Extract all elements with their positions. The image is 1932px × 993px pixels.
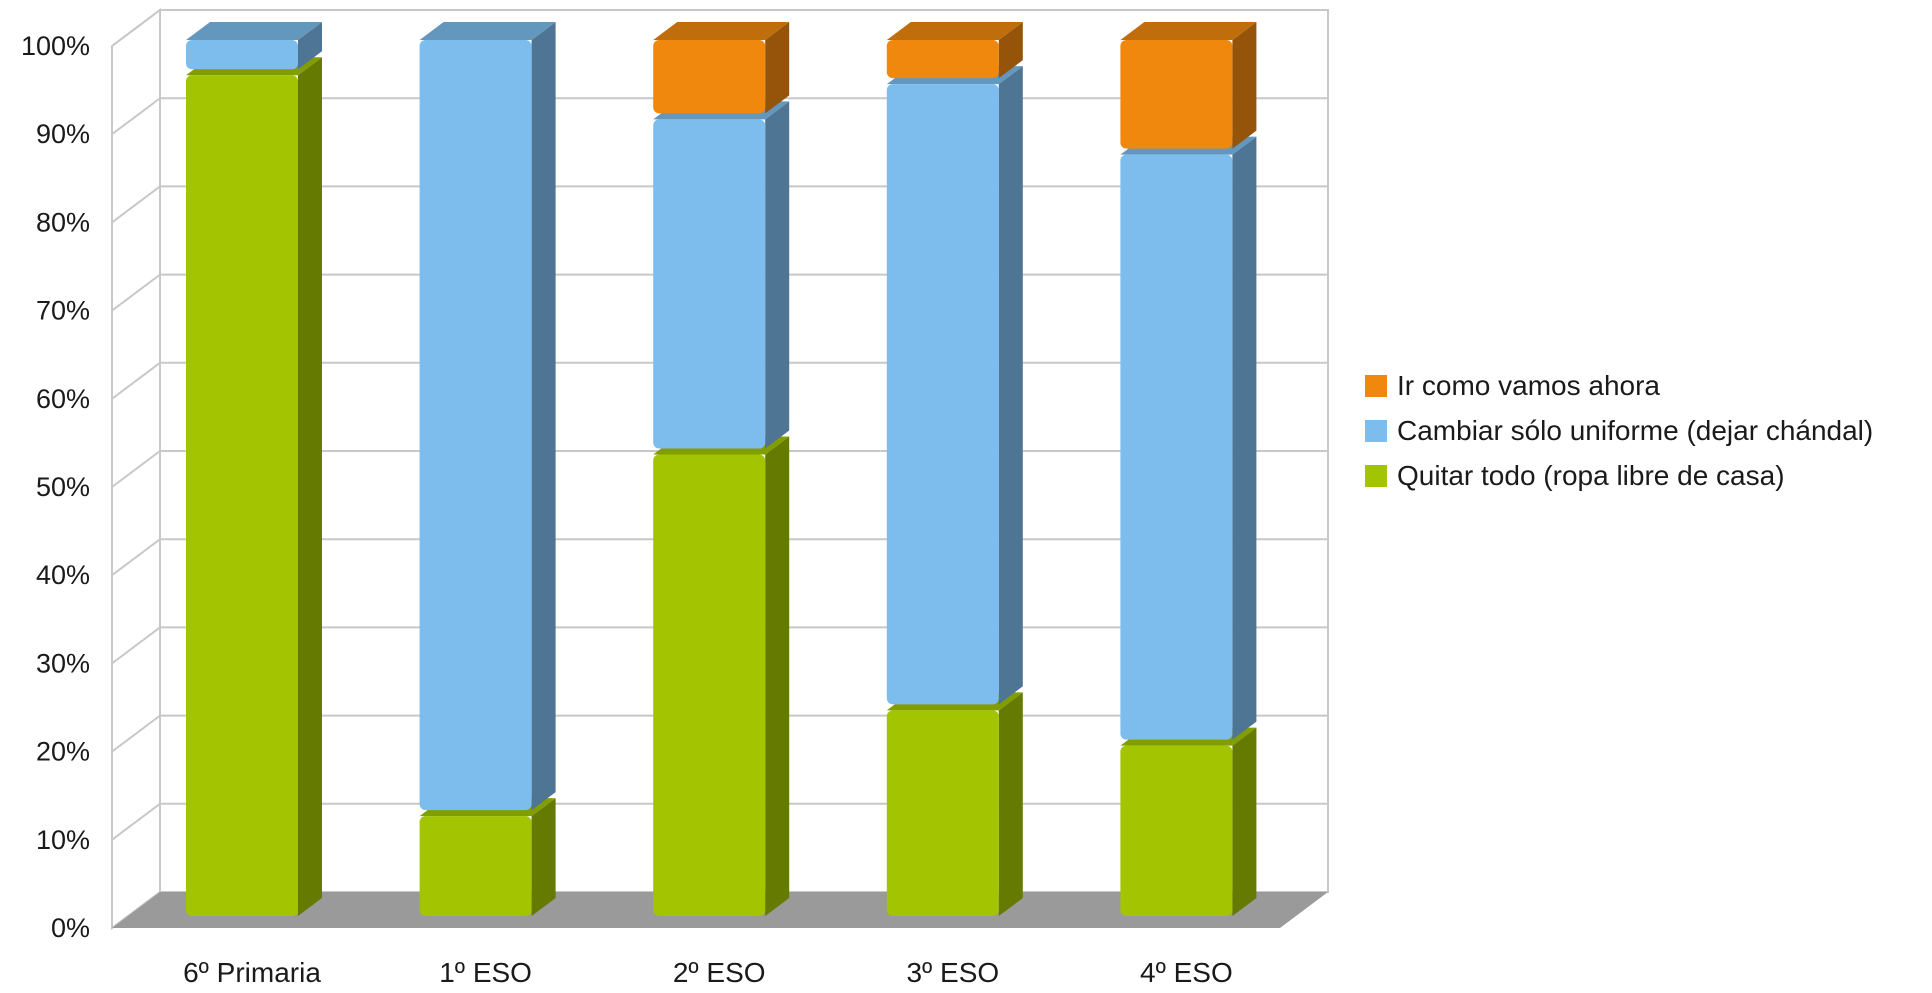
y-tick-label: 60% [36, 384, 90, 414]
bars [186, 22, 1257, 916]
legend-label: Cambiar sólo uniforme (dejar chándal) [1397, 415, 1873, 446]
bar-segment [1120, 136, 1257, 740]
y-tick-label: 90% [36, 119, 90, 149]
bar-segment [419, 22, 556, 811]
bar-segment [653, 436, 790, 916]
x-tick-label: 1º ESO [439, 957, 532, 988]
legend-label: Ir como vamos ahora [1397, 370, 1660, 401]
bar-segment [653, 22, 790, 114]
x-axis-tick-labels: 6º Primaria 1º ESO 2º ESO 3º ESO 4º ESO [183, 957, 1233, 988]
x-tick-label: 2º ESO [673, 957, 766, 988]
x-tick-label: 4º ESO [1140, 957, 1233, 988]
legend-item: Ir como vamos ahora [1365, 370, 1660, 401]
y-axis-tick-labels: 0% 10% 20% 30% 40% 50% 60% 70% 80% 90% 100% [21, 31, 90, 943]
bar-segment [186, 22, 322, 70]
legend-item: Quitar todo (ropa libre de casa) [1365, 460, 1785, 491]
bar-segment [186, 57, 322, 916]
y-tick-label: 30% [36, 648, 90, 678]
legend-swatch [1365, 375, 1387, 397]
legend-swatch [1365, 465, 1387, 487]
legend: Ir como vamos ahora Cambiar sólo uniforme… [1365, 370, 1873, 491]
x-tick-label: 6º Primaria [183, 957, 321, 988]
y-tick-label: 100% [21, 31, 90, 61]
bar-segment [886, 692, 1023, 916]
bar-segment [1120, 22, 1257, 149]
bar-segment [886, 22, 1023, 79]
gridline [111, 9, 1328, 47]
legend-swatch [1365, 420, 1387, 442]
bar-segment [886, 66, 1023, 705]
bar-segment [653, 101, 790, 449]
bar-segment [419, 798, 556, 916]
y-tick-label: 40% [36, 560, 90, 590]
bar-segment [1120, 727, 1257, 916]
x-tick-label: 3º ESO [906, 957, 999, 988]
legend-item: Cambiar sólo uniforme (dejar chándal) [1365, 415, 1873, 446]
y-tick-label: 0% [51, 913, 90, 943]
y-tick-label: 70% [36, 296, 90, 326]
y-tick-label: 50% [36, 472, 90, 502]
y-tick-label: 10% [36, 825, 90, 855]
y-tick-label: 80% [36, 207, 90, 237]
y-tick-label: 20% [36, 737, 90, 767]
legend-label: Quitar todo (ropa libre de casa) [1397, 460, 1785, 491]
